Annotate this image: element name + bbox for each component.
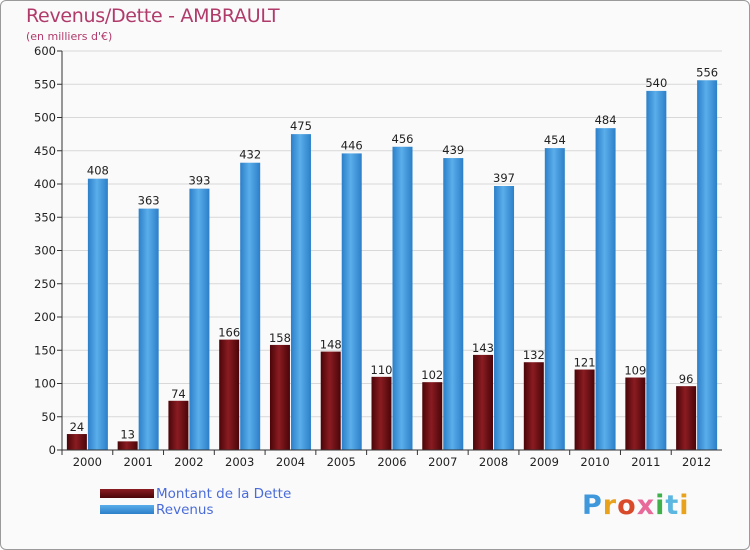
x-tick-label: 2003 [225, 455, 254, 469]
chart-title: Revenus/Dette - AMBRAULT [26, 5, 280, 27]
data-label-dette-2007: 102 [421, 368, 443, 382]
y-tick-label: 200 [34, 310, 56, 324]
bar-revenus-2001 [138, 208, 159, 450]
bars [66, 80, 718, 451]
data-label-dette-2000: 24 [70, 420, 85, 434]
data-label-dette-2010: 121 [574, 356, 596, 370]
logo-letter: o [617, 490, 637, 521]
data-label-revenus-2001: 363 [138, 194, 160, 208]
data-label-dette-2002: 74 [171, 387, 186, 401]
bar-revenus-2004 [290, 134, 311, 450]
data-label-dette-2006: 110 [371, 363, 393, 377]
x-tick-label: 2005 [327, 455, 356, 469]
logo-letter: r [602, 490, 618, 521]
data-label-dette-2008: 143 [472, 341, 494, 355]
data-label-revenus-2005: 446 [341, 138, 363, 152]
data-label-revenus-2006: 456 [392, 132, 414, 146]
legend-swatch-revenus [100, 505, 154, 514]
bar-dette-2001 [117, 441, 138, 450]
bar-revenus-2005 [341, 153, 362, 450]
legend-swatch-dette [100, 489, 154, 498]
x-tick-label: 2002 [174, 455, 203, 469]
bar-dette-2007 [422, 382, 443, 450]
bar-revenus-2012 [697, 80, 718, 450]
logo-letter: i [679, 490, 690, 521]
bar-dette-2004 [269, 344, 290, 450]
data-label-revenus-2012: 556 [696, 65, 718, 79]
y-tick-label: 100 [34, 377, 56, 391]
logo-letter: t [665, 490, 680, 521]
data-label-revenus-2003: 432 [239, 148, 261, 162]
y-tick-label: 50 [41, 410, 56, 424]
axes: 0 50 100 150 200 250 300 350 400 450 500 550 600 2000… [34, 44, 722, 469]
x-tick-label: 2000 [73, 455, 102, 469]
bar-revenus-2007 [443, 158, 464, 450]
logo-letter: P [582, 490, 603, 521]
bar-dette-2003 [219, 339, 240, 450]
proxiti-logo: Proxiti [582, 490, 690, 521]
y-tick-label: 250 [34, 277, 56, 291]
bar-dette-2002 [168, 400, 189, 450]
bar-revenus-2002 [189, 188, 210, 450]
data-label-dette-2005: 148 [320, 338, 342, 352]
value-labels: 24 408 13 363 74 393 166 432 158 475 148 446 110 456 1… [70, 65, 719, 441]
bar-dette-2009 [523, 362, 544, 450]
x-tick-label: 2010 [580, 455, 609, 469]
y-tick-label: 550 [34, 77, 56, 91]
bar-revenus-2008 [494, 185, 515, 450]
x-tick-label: 2006 [377, 455, 406, 469]
grid-lines [62, 50, 722, 451]
chart-subtitle: (en milliers d'€) [26, 30, 113, 43]
x-tick-label: 2011 [631, 455, 660, 469]
legend-label-dette: Montant de la Dette [156, 486, 292, 502]
bar-dette-2010 [574, 369, 595, 450]
bar-revenus-2003 [240, 162, 261, 450]
data-label-revenus-2009: 454 [544, 133, 566, 147]
bar-dette-2000 [66, 434, 87, 450]
bar-dette-2012 [676, 386, 697, 450]
bar-revenus-2011 [646, 90, 667, 451]
bar-dette-2011 [625, 377, 646, 450]
x-tick-label: 2008 [479, 455, 508, 469]
bar-dette-2006 [371, 376, 392, 450]
logo-letter: i [655, 490, 666, 521]
y-tick-label: 450 [34, 144, 56, 158]
y-tick-label: 350 [34, 210, 56, 224]
bar-dette-2005 [320, 351, 341, 450]
bar-revenus-2010 [595, 128, 616, 450]
logo-letter: x [636, 490, 656, 521]
data-label-revenus-2004: 475 [290, 119, 312, 133]
data-label-dette-2001: 13 [120, 427, 135, 441]
y-tick-label: 500 [34, 111, 56, 125]
data-label-dette-2009: 132 [523, 348, 545, 362]
data-label-dette-2012: 96 [679, 372, 694, 386]
x-tick-label: 2012 [682, 455, 711, 469]
data-label-revenus-2008: 397 [493, 171, 515, 185]
data-label-revenus-2010: 484 [595, 113, 617, 127]
data-label-revenus-2011: 540 [645, 76, 667, 90]
data-label-dette-2011: 109 [624, 364, 646, 378]
y-tick-label: 400 [34, 177, 56, 191]
data-label-revenus-2000: 408 [87, 164, 109, 178]
data-label-revenus-2002: 393 [188, 174, 210, 188]
legend-label-revenus: Revenus [156, 502, 214, 518]
bar-dette-2008 [473, 354, 494, 450]
bar-revenus-2009 [544, 148, 565, 450]
x-tick-label: 2007 [428, 455, 457, 469]
y-tick-label: 300 [34, 244, 56, 258]
data-label-revenus-2007: 439 [442, 143, 464, 157]
y-tick-label: 150 [34, 343, 56, 357]
bar-revenus-2006 [392, 146, 413, 450]
data-label-dette-2004: 158 [269, 331, 291, 345]
x-tick-label: 2001 [124, 455, 153, 469]
bar-revenus-2000 [87, 178, 108, 450]
y-tick-label: 0 [49, 443, 56, 457]
x-tick-label: 2009 [530, 455, 559, 469]
x-tick-label: 2004 [276, 455, 305, 469]
y-tick-label: 600 [34, 44, 56, 58]
data-label-dette-2003: 166 [218, 326, 240, 340]
